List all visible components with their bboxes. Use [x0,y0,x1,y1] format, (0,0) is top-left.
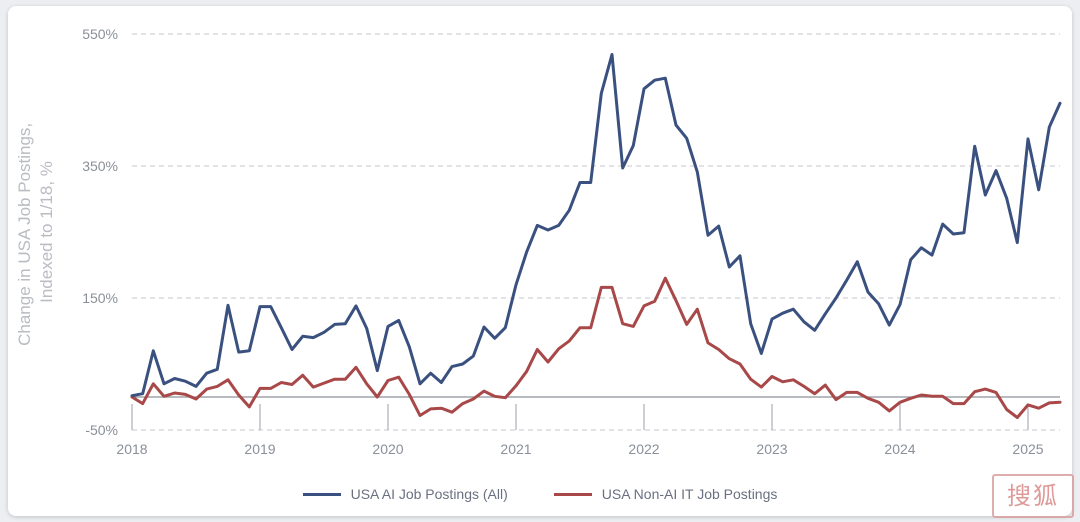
y-axis-label-line-1: Change in USA Job Postings, [15,123,34,346]
x-axis: 2018 2019 2020 2021 2022 2023 2024 2025 [116,404,1044,457]
x-tick-label: 2025 [1012,441,1043,457]
x-tick-label: 2019 [244,441,275,457]
y-axis-label: Change in USA Job Postings, Indexed to 1… [15,118,56,346]
x-tick-label: 2022 [628,441,659,457]
legend-label-non-ai: USA Non-AI IT Job Postings [601,486,778,502]
series-lines [130,53,1062,419]
legend-label-ai: USA AI Job Postings (All) [350,486,508,502]
legend-swatch-non-ai [553,492,592,496]
y-tick-label: 150% [82,290,118,306]
legend: USA AI Job Postings (All) USA Non-AI IT … [0,486,1080,502]
legend-item-ai: USA AI Job Postings (All) [302,486,508,502]
y-tick-label: 350% [82,158,118,174]
x-tick-label: 2021 [500,441,531,457]
grid-lines [132,33,1060,431]
y-axis: -50% 150% 350% 550% [82,26,118,438]
watermark-stamp: 搜狐 [992,474,1074,518]
chart-card [8,6,1072,516]
y-tick-label: 550% [82,26,118,42]
x-tick-label: 2020 [372,441,403,457]
series-line [130,276,1062,419]
y-tick-label: -50% [85,422,118,438]
x-tick-label: 2024 [884,441,915,457]
series-line [130,53,1062,398]
x-tick-label: 2018 [116,441,147,457]
legend-item-non-ai: USA Non-AI IT Job Postings [553,486,778,502]
x-tick-label: 2023 [756,441,787,457]
y-axis-label-line-2: Indexed to 1/18, % [37,161,56,303]
legend-swatch-ai [302,492,341,496]
